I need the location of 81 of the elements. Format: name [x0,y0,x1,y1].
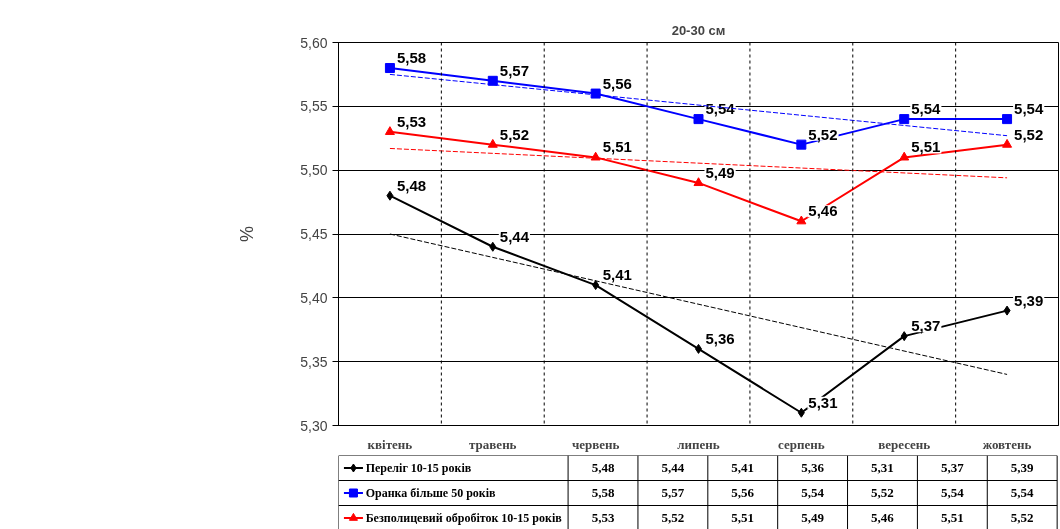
point [1003,305,1011,316]
text: 5,48 [591,460,615,475]
legend-label: Переліг 10-15 років [365,461,472,475]
chart-title: 20-30 см [671,22,726,38]
data-label: 5,54 [911,100,942,118]
data-label: 5,31 [808,393,838,411]
y-tick-label: 5,30 [300,417,328,434]
data-label: 5,56 [602,74,632,92]
data-label: 5,51 [911,138,941,156]
y-axis-title: % [237,225,258,242]
y-tick-label: 5,35 [300,353,328,370]
point [693,114,704,125]
text: 5,37 [940,460,964,475]
text: 5,39 [1010,460,1034,475]
text: 5,57 [661,485,685,500]
data-label: 5,58 [396,49,427,67]
point [899,151,910,161]
point [386,190,394,201]
data-label: 5,44 [499,227,530,245]
text: 5,36 [801,460,824,475]
data-label: 5,52 [499,125,529,143]
text: 5,54 [801,485,824,500]
point [592,280,600,291]
x-tick-label: жовтень [982,436,1032,452]
text: 5,56 [731,485,755,500]
data-label: 5,46 [808,202,838,220]
y-tick-label: 5,50 [300,162,328,179]
point [487,138,498,148]
data-label: 5,48 [396,176,427,194]
point [796,139,807,150]
point [590,88,601,99]
y-tick-label: 5,55 [300,98,328,115]
legend-label: Оранка більше 50 років [365,486,497,500]
text: 5,51 [940,510,964,525]
point [899,114,910,125]
data-label: 5,52 [1014,125,1044,143]
point [487,75,498,86]
text: 5,49 [801,510,824,525]
data-label: 5,51 [602,138,632,156]
text: 5,46 [871,510,894,525]
x-tick-label: липень [677,436,720,452]
point [796,215,807,225]
data-label: 5,39 [1014,291,1044,309]
data-label: 5,41 [602,266,632,284]
data-label: 5,52 [808,125,838,143]
x-tick-label: червень [571,436,620,452]
text: 5,51 [731,510,755,525]
point [900,331,908,342]
text: 5,52 [871,485,894,500]
y-tick-label: 5,40 [300,289,328,306]
text: 5,54 [1010,485,1034,500]
point [489,241,497,252]
text: 5,44 [661,460,685,475]
point [1002,114,1013,125]
y-tick-label: 5,45 [300,226,328,242]
data-label: 5,53 [396,112,427,130]
point [693,177,704,187]
data-label: 5,37 [911,317,941,335]
data-label: 5,36 [705,329,735,347]
data-label: 5,54 [705,100,736,118]
x-tick-label: травень [469,436,517,452]
point [384,126,395,135]
x-tick-label: вересень [878,436,931,452]
text: 5,58 [591,485,615,500]
text: 5,52 [1010,510,1034,525]
point [1002,138,1013,148]
text: 5,41 [731,460,755,475]
text: 5,54 [940,485,964,500]
text: 5,52 [661,510,685,525]
y-tick-label: 5,60 [300,34,328,51]
data-label: 5,54 [1014,100,1044,118]
x-tick-label: серпень [778,436,825,452]
x-tick-label: квітень [367,436,413,452]
point [384,63,395,74]
text: 5,31 [871,460,894,475]
data-label: 5,49 [705,163,735,181]
point [590,151,601,161]
legend-label: Безполицевий обробіток 10-15 років [365,511,563,525]
data-label: 5,57 [499,61,529,79]
point [797,407,805,418]
text: 5,53 [591,510,615,525]
